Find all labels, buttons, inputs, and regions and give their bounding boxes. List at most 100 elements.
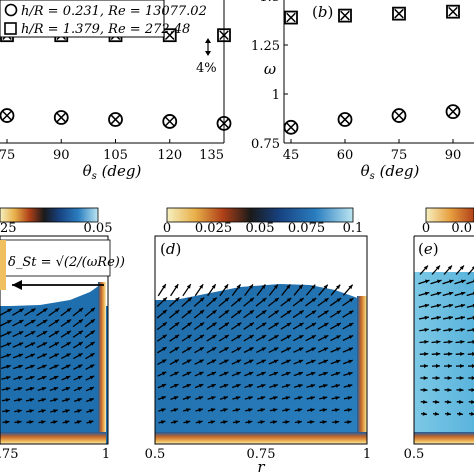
panel-c-arrow-51 (37, 375, 47, 381)
panel-d-arrow-90 (280, 347, 292, 353)
panel-d-arrow-185 (270, 420, 278, 425)
panel-c-arrow-17 (12, 330, 24, 338)
panel-c-arrow-58 (25, 387, 35, 391)
panel-d-arrow-93 (317, 347, 329, 353)
panel-c-arrow-64 (1, 398, 11, 402)
panel-e-arrow-8 (454, 279, 466, 285)
panel-d-arrow-72 (255, 334, 267, 342)
panel-d-arrow-82 (181, 346, 192, 354)
panel-d-arrow-88 (256, 346, 267, 354)
panel-c-arrow-56 (1, 387, 11, 391)
panel-b-point-s0-0 (284, 10, 298, 25)
annotation-text: 4% (196, 61, 217, 76)
panel-a-scatter: 75 90 105 120 135 θs (deg) h/R = 0.231, Re =… (0, 0, 232, 182)
panel-e-arrow-53 (456, 388, 464, 392)
panel-e-arrow-17 (442, 303, 454, 308)
panel-e-arrow-7 (442, 279, 454, 285)
panel-e-arrow-50 (420, 388, 428, 392)
panel-d-arrow-84 (206, 346, 217, 354)
panel-b-point-s1-1 (337, 112, 353, 127)
panel-d-arrow-108 (305, 359, 316, 365)
panel-d-arrow-130 (182, 383, 192, 389)
panel-c-arrow-78 (74, 409, 82, 413)
panel-e-arrow-25 (419, 327, 429, 332)
panel-e-arrow-6 (430, 279, 442, 285)
panel-d-arrow-177 (170, 420, 178, 425)
panel-d-arrow-143 (343, 384, 353, 388)
panel-d-arrow-14 (330, 284, 341, 296)
panel-c-arrow-72 (2, 409, 10, 413)
legend-entry-1: h/R = 0.231, Re = 13077.02 (21, 4, 207, 19)
panel-c-arrow-63 (85, 386, 95, 392)
panel-d-arrow-166 (232, 408, 241, 412)
panel-c-arrow-42 (25, 364, 35, 370)
panel-c-arrow-26 (24, 342, 36, 348)
panel-d-arrow-183 (245, 420, 253, 425)
panel-c-arrow-47 (85, 364, 95, 370)
panel-c-arrow-71 (85, 397, 95, 403)
panel-b-xlabel-unit: (deg) (375, 162, 420, 180)
panel-d-arrow-89 (268, 347, 279, 353)
panel-e-arrow-10 (418, 291, 430, 297)
panel-e-arrow-1 (431, 265, 441, 275)
panel-d-arrow-96 (157, 358, 167, 366)
panel-d-arrow-46 (329, 310, 342, 318)
panel-b-scatter: 45 60 75 90 0.75 1 1.25 1.5 (b) ω θs (deg) (251, 0, 474, 182)
panel-c-arrow-79 (86, 409, 94, 413)
panel-e-cbar-tick-0: 0 (422, 221, 430, 236)
panel-a-point-s1-3 (162, 114, 178, 129)
panel-b-label: (b) (312, 3, 333, 21)
panel-c-arrow-10 (24, 319, 36, 327)
panel-d-arrow-62 (330, 322, 342, 330)
panel-d-colorbar (166, 207, 354, 223)
panel-c-arrow-41 (13, 364, 23, 370)
panel-c-colorbar (0, 207, 99, 223)
panel-c-arrow-68 (49, 398, 59, 402)
panel-e-arrow-21 (430, 315, 442, 320)
panel-d-arrow-48 (156, 321, 168, 331)
panel-c-arrow-55 (85, 375, 95, 381)
panel-c-arrow-83 (38, 420, 46, 425)
panel-e-arrow-58 (456, 399, 464, 404)
panel-e-arrow-0 (419, 265, 429, 275)
panel-c-arrow-50 (25, 375, 35, 381)
panel-e-arrow-23 (454, 315, 466, 320)
panel-d-arrow-155 (294, 396, 303, 400)
panel-d-arrow-50 (181, 321, 193, 331)
panel-e-arrow-16 (430, 303, 442, 308)
panel-c-arrow-85 (62, 420, 70, 425)
panel-d-arrow-39 (243, 309, 255, 319)
panel-c-arrow-40 (1, 364, 11, 370)
panel-d-arrow-102 (231, 359, 242, 365)
panel-e-arrow-54 (468, 388, 474, 392)
panel-d-arrow-43 (292, 309, 305, 319)
panel-d-arrow-1 (170, 283, 179, 297)
panel-c-arrow-12 (48, 319, 60, 327)
panel-d-arrow-4 (207, 283, 217, 297)
panel-e-arrow-49 (468, 376, 474, 380)
panel-d-arrow-6 (231, 283, 242, 297)
panel-d-arrow-188 (307, 420, 315, 425)
panel-e-arrow-5 (418, 279, 430, 285)
panel-e-arrow-57 (444, 399, 452, 404)
panel-c-arrow-80 (2, 420, 10, 425)
panel-d-arrow-100 (206, 359, 217, 365)
panel-d-arrow-78 (330, 334, 342, 342)
panel-d-arrow-40 (255, 309, 267, 319)
panel-e-arrow-12 (442, 291, 454, 297)
panel-e-arrow-11 (430, 291, 442, 297)
annotation-arrow-down (205, 51, 211, 56)
panel-c-arrow-9 (12, 319, 24, 327)
panel-c-arrow-2 (24, 308, 36, 316)
panel-c-arrow-59 (37, 387, 47, 391)
panel-c-arrow-32 (0, 353, 12, 359)
panel-d-arrow-38 (230, 309, 242, 319)
panel-d-arrow-172 (306, 408, 315, 412)
panel-d-label-letter: d (166, 240, 176, 258)
panel-e-arrow-22 (442, 315, 454, 320)
panel-a-xlabel-unit: (deg) (97, 162, 142, 180)
panel-d-arrow-109 (318, 359, 329, 365)
panel-d-arrow-121 (268, 371, 279, 377)
panel-d-arrow-92 (305, 347, 316, 353)
legend-square-marker (4, 22, 17, 35)
